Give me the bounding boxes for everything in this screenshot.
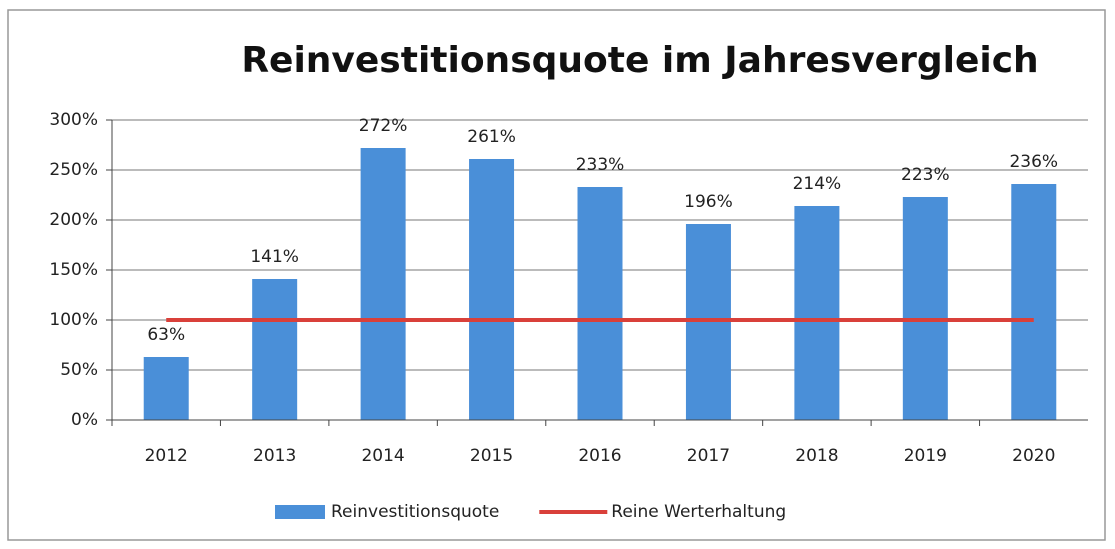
data-label: 196% [684,192,733,212]
y-tick-label: 0% [71,410,98,430]
bar [902,197,948,420]
chart-title: Reinvestitionsquote im Jahresvergleich [241,40,1038,81]
x-tick-label: 2017 [687,446,730,466]
data-label: 63% [147,325,185,345]
y-tick-label: 250% [49,160,98,180]
y-tick-label: 50% [60,360,98,380]
bar [1011,184,1057,420]
x-tick-label: 2012 [145,446,188,466]
y-tick-label: 300% [49,110,98,130]
x-tick-label: 2018 [795,446,838,466]
data-label: 236% [1009,152,1058,172]
x-tick-label: 2019 [904,446,947,466]
bar [577,187,623,420]
x-tick-label: 2016 [578,446,621,466]
data-label: 223% [901,165,950,185]
data-label: 141% [250,247,299,267]
x-tick-label: 2014 [361,446,404,466]
x-tick-label: 2015 [470,446,513,466]
data-label: 233% [576,155,625,175]
bar [469,159,515,420]
y-tick-label: 200% [49,210,98,230]
bar [360,148,406,420]
data-label: 272% [359,116,408,136]
bar [794,206,840,420]
y-tick-label: 100% [49,310,98,330]
x-tick-label: 2020 [1012,446,1055,466]
legend-label: Reinvestitionsquote [331,502,499,522]
legend-label: Reine Werterhaltung [611,502,786,522]
x-tick-label: 2013 [253,446,296,466]
bar [252,279,298,420]
bar [143,357,189,420]
y-tick-label: 150% [49,260,98,280]
data-label: 214% [793,174,842,194]
data-label: 261% [467,127,516,147]
legend-swatch [275,505,325,519]
